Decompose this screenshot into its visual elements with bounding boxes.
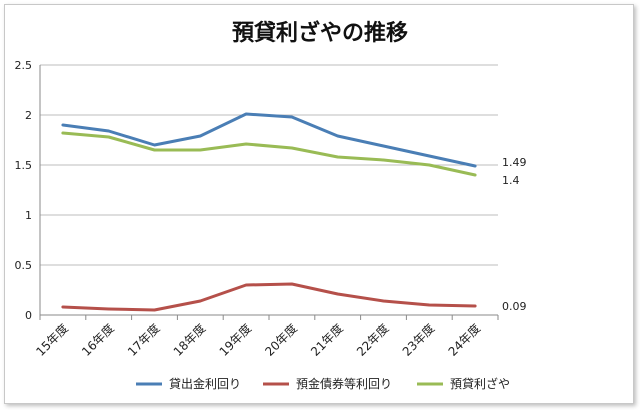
series-lines	[61, 112, 477, 312]
chart-frame	[4, 4, 634, 404]
legend-label: 預金債券等利回り	[296, 376, 392, 391]
x-tick-label: 24年度	[445, 321, 483, 359]
data-label: 1.4	[502, 174, 520, 187]
x-tick-label: 16年度	[78, 321, 116, 359]
y-tick-label: 0	[25, 309, 32, 322]
data-labels: 1.49 0.09 1.4	[502, 156, 527, 313]
chart-title: 預貸利ざやの推移	[232, 20, 408, 46]
y-tick-label: 1	[25, 209, 32, 222]
data-label: 0.09	[502, 300, 527, 313]
x-tick-label: 18年度	[170, 321, 208, 359]
x-tick-label: 21年度	[307, 321, 345, 359]
grid-lines	[39, 64, 498, 316]
x-tick-label: 20年度	[262, 321, 300, 359]
x-axis-ticks: 15年度 16年度 17年度 18年度 19年度 20年度 21年度 22年度 23年度 24年度	[33, 315, 499, 359]
y-tick-label: 0.5	[15, 259, 33, 272]
x-tick-label: 22年度	[353, 321, 391, 359]
series-line-3	[61, 131, 477, 177]
series-line-1	[61, 112, 477, 168]
x-tick-label: 15年度	[33, 321, 71, 359]
y-axis-ticks: 0 0.5 1 1.5 2 2.5	[15, 59, 33, 322]
legend-label: 預貸利ざや	[450, 376, 510, 391]
series-line-2	[61, 282, 477, 312]
x-tick-label: 23年度	[399, 321, 437, 359]
data-label: 1.49	[502, 156, 527, 169]
legend: 貸出金利回り 預金債券等利回り 預貸利ざや	[136, 376, 510, 391]
x-tick-label: 19年度	[216, 321, 254, 359]
x-tick-label: 17年度	[124, 321, 162, 359]
y-tick-label: 2	[25, 109, 32, 122]
legend-label: 貸出金利回り	[169, 376, 241, 391]
y-tick-label: 1.5	[15, 159, 33, 172]
y-tick-label: 2.5	[15, 59, 33, 72]
